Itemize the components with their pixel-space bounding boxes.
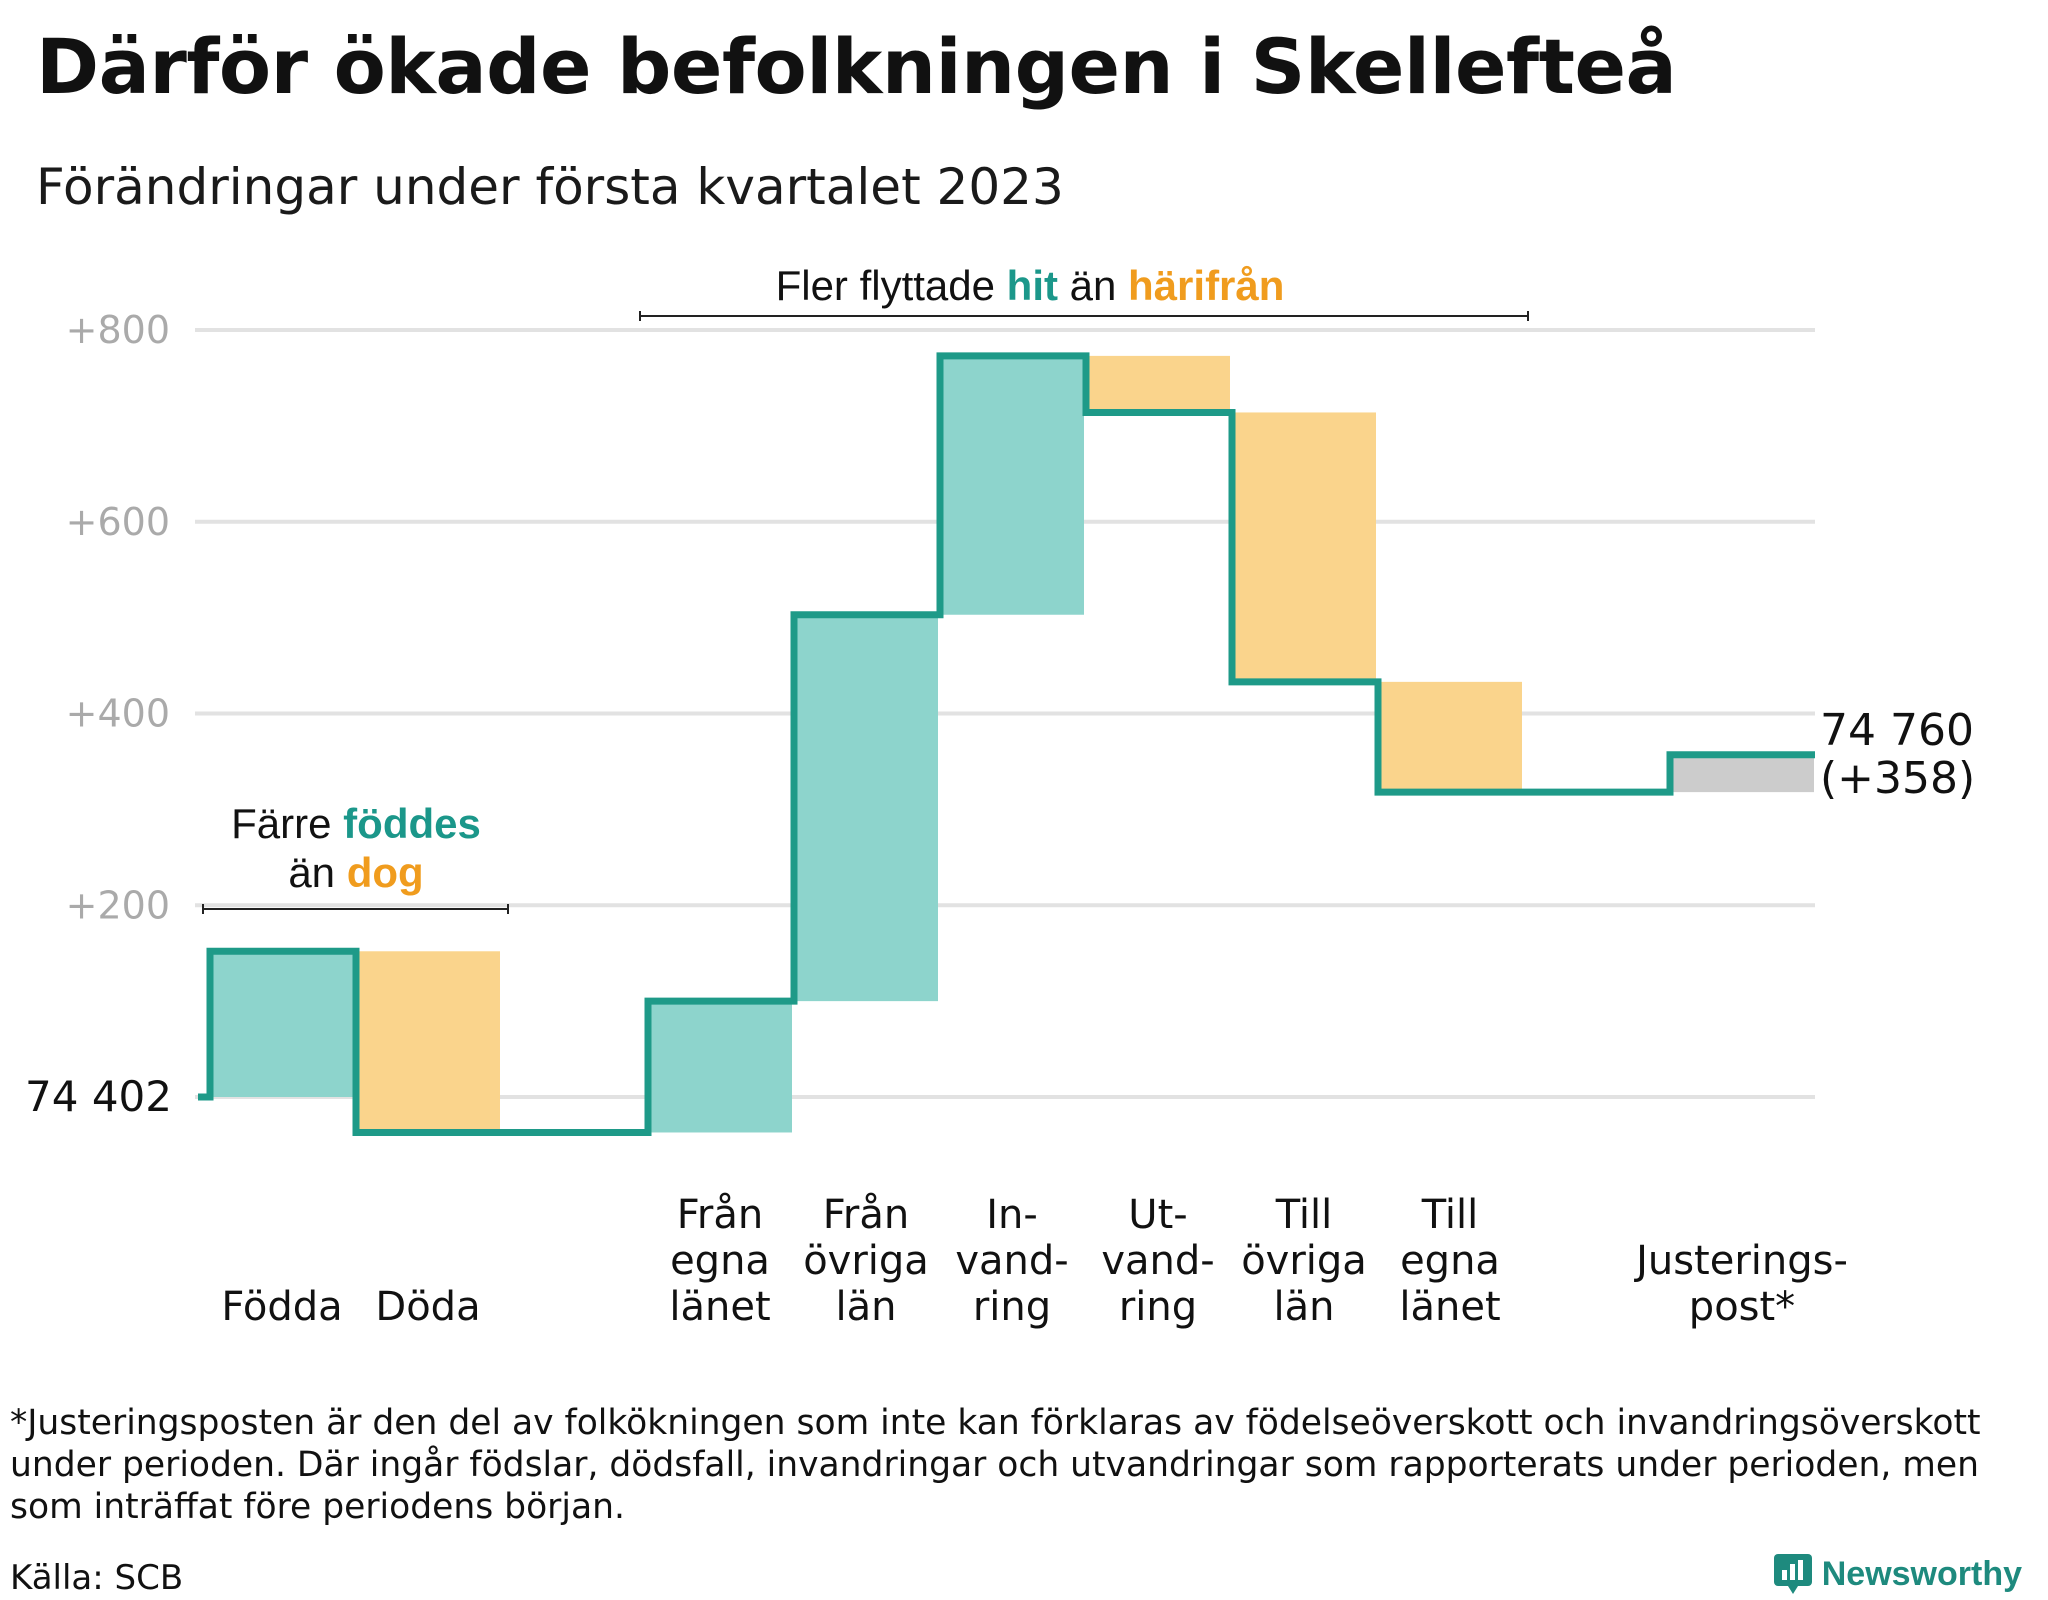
start-value-label: 74 402 (25, 1072, 172, 1121)
category-label: ring (973, 1284, 1051, 1330)
category-label: Till (1275, 1192, 1333, 1238)
y-tick-label: +200 (66, 883, 170, 927)
births-annotation-line2-part: dog (347, 849, 424, 896)
category-label: övriga (1241, 1238, 1367, 1284)
y-tick-label: +800 (66, 308, 170, 352)
births-annotation-line2-part: än (288, 849, 346, 896)
waterfall-bar (648, 1001, 792, 1133)
waterfall-bar (356, 951, 500, 1133)
brand-logo: Newsworthy (1772, 1552, 2022, 1596)
waterfall-bar (1670, 754, 1814, 793)
category-label: Ut- (1128, 1192, 1187, 1238)
waterfall-bar (1086, 355, 1230, 413)
category-label: Döda (375, 1284, 480, 1330)
births-annotation-line1-part: föddes (343, 800, 481, 847)
source-label: Källa: SCB (10, 1558, 184, 1598)
end-value-label: 74 760 (1820, 705, 1974, 756)
brand-name: Newsworthy (1821, 1554, 2022, 1593)
category-label: län (1274, 1284, 1335, 1330)
end-change-label: (+358) (1820, 753, 1975, 804)
births-annotation-line1-part: Färre (231, 800, 343, 847)
category-label: Från (677, 1192, 763, 1238)
category-label: vand- (955, 1238, 1068, 1284)
waterfall-bar (940, 355, 1084, 615)
cumulative-step-line (198, 352, 1815, 1136)
births-annotation-line1: Färre föddes (231, 800, 481, 847)
category-label: länet (669, 1284, 770, 1330)
category-label: Justerings- (1633, 1238, 1848, 1284)
category-label: Från (823, 1192, 909, 1238)
category-label: ring (1119, 1284, 1197, 1330)
waterfall-bar (1378, 681, 1522, 793)
migration-annotation-part: hit (1007, 262, 1058, 309)
newsworthy-logo-icon (1773, 1554, 1812, 1594)
category-label: övriga (803, 1238, 929, 1284)
category-label: Födda (221, 1284, 342, 1330)
category-label: post* (1689, 1284, 1795, 1330)
migration-annotation-part: Fler flyttade (776, 262, 1007, 309)
category-label: vand- (1101, 1238, 1214, 1284)
waterfall-bar (1232, 412, 1376, 682)
category-label: In- (986, 1192, 1038, 1238)
waterfall-bar (210, 951, 354, 1097)
category-label: egna (670, 1238, 770, 1284)
migration-annotation-part: än (1058, 262, 1128, 309)
category-label: Till (1421, 1192, 1479, 1238)
births-annotation-line2: än dog (288, 849, 423, 896)
category-label: egna (1400, 1238, 1500, 1284)
migration-annotation: Fler flyttade hit än härifrån (776, 262, 1285, 309)
y-tick-label: +400 (66, 692, 170, 736)
category-label: länet (1399, 1284, 1500, 1330)
waterfall-bar (794, 614, 938, 1002)
footnote: *Justeringsposten är den del av folkökni… (10, 1403, 1981, 1527)
page-subtitle: Förändringar under första kvartalet 2023 (36, 158, 1064, 216)
migration-annotation-part: härifrån (1128, 262, 1284, 309)
page-title: Därför ökade befolkningen i Skellefteå (36, 22, 1677, 111)
y-tick-label: +600 (66, 500, 170, 544)
category-label: län (836, 1284, 897, 1330)
